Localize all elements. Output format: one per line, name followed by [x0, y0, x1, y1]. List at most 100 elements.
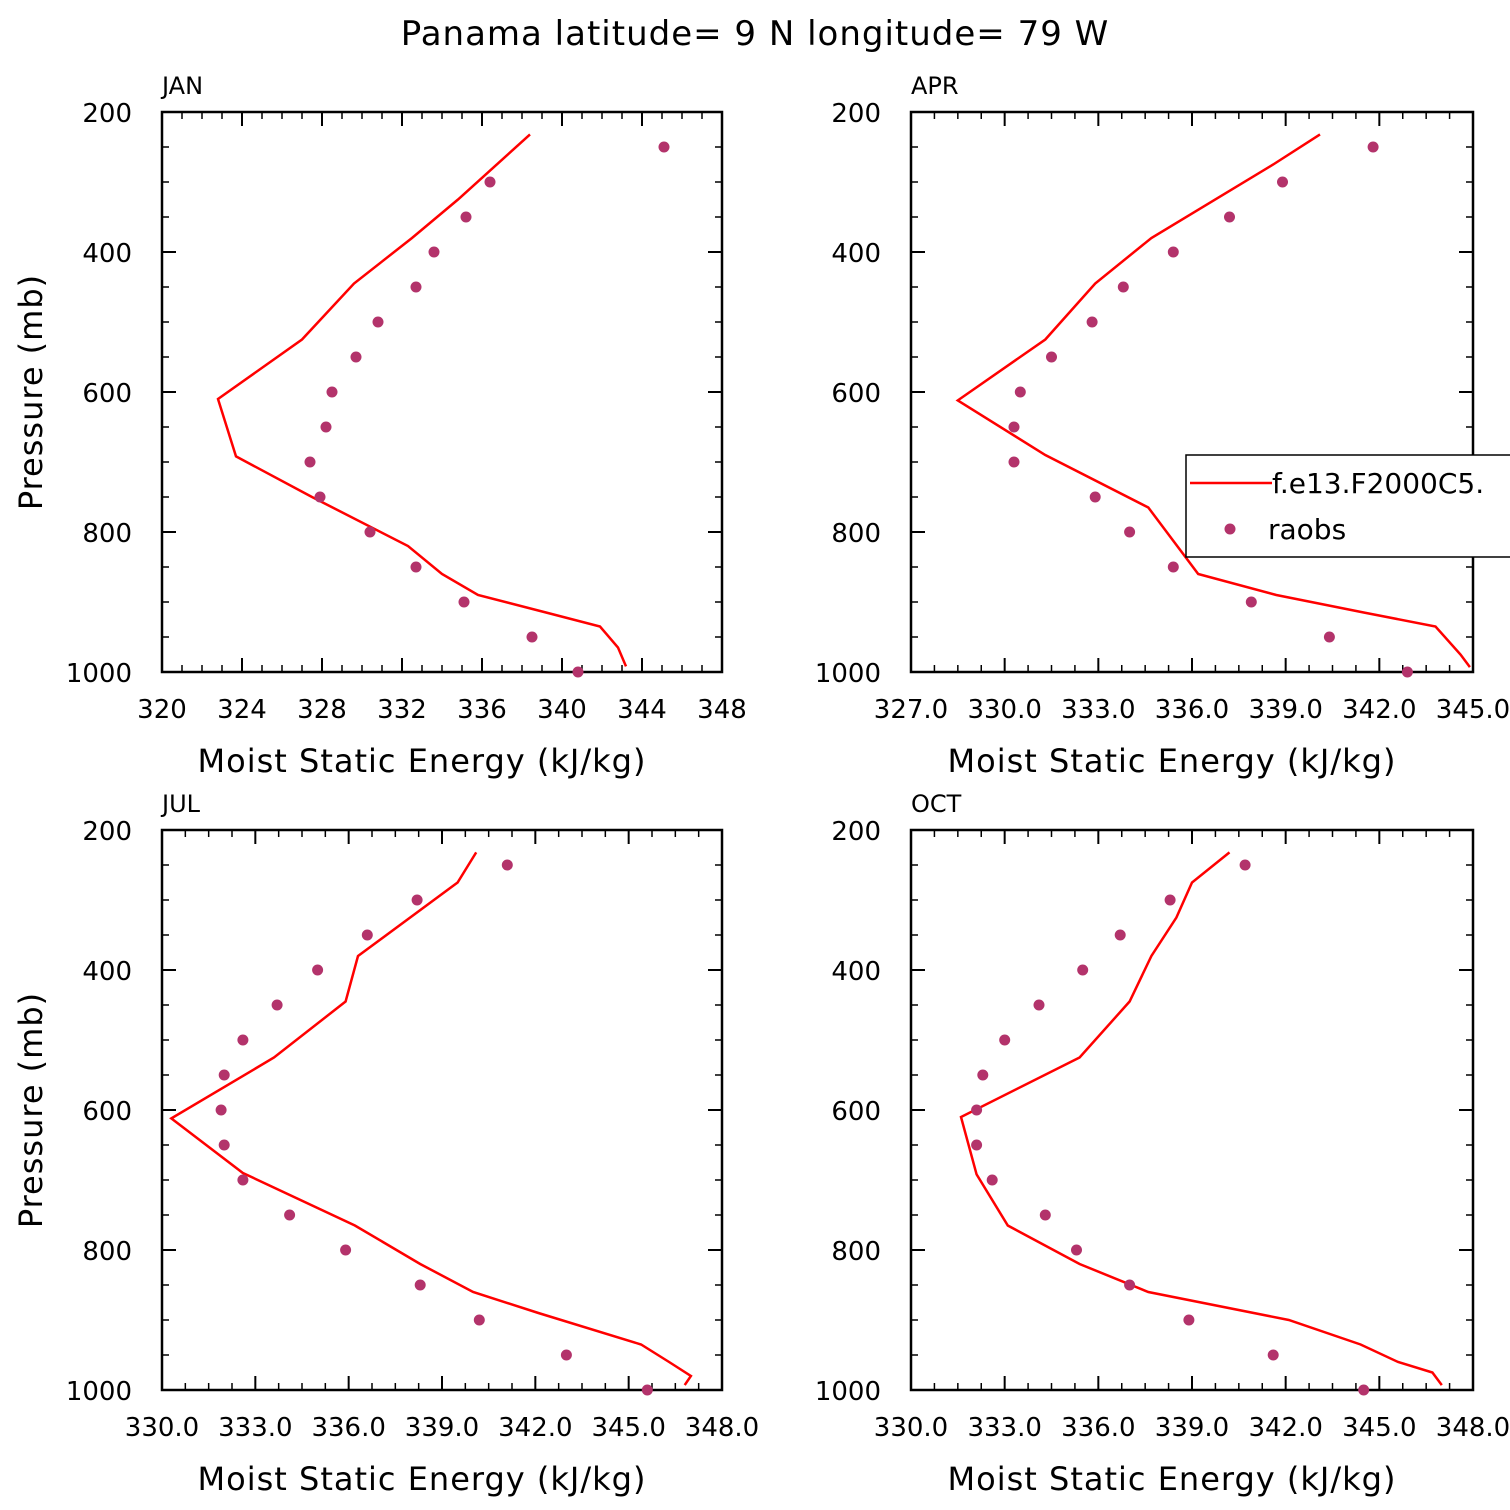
- raobs-point: [1167, 246, 1179, 258]
- x-tick-label: 345.0: [1342, 1413, 1416, 1443]
- plot-frame: [160, 110, 724, 674]
- plot-frame: [909, 828, 1475, 1392]
- raobs-point: [314, 491, 326, 503]
- raobs-point: [372, 316, 384, 328]
- x-tick-label: 339.0: [405, 1413, 479, 1443]
- raobs-point: [1367, 141, 1379, 153]
- raobs-point: [361, 929, 373, 941]
- raobs-point: [215, 1104, 227, 1116]
- x-tick-label: 348.0: [1436, 1413, 1510, 1443]
- raobs-point: [1117, 281, 1129, 293]
- raobs-point: [1086, 316, 1098, 328]
- y-tick-label: 1000: [66, 1377, 132, 1407]
- raobs-point: [1008, 456, 1020, 468]
- panels-group: 320 324 328 332 336 340 344 348 200 400 600 800 1000…: [12, 72, 1510, 1498]
- raobs-point: [473, 1314, 485, 1326]
- y-tick-label: 600: [82, 379, 132, 409]
- raobs-point: [971, 1104, 983, 1116]
- raobs-point: [428, 246, 440, 258]
- raobs-point: [641, 1384, 653, 1396]
- raobs-point: [1039, 1209, 1051, 1221]
- raobs-point: [1183, 1314, 1195, 1326]
- panel-month-label: JUL: [160, 790, 201, 818]
- x-axis-label: Moist Static Energy (kJ/kg): [948, 742, 1397, 780]
- raobs-point: [1089, 491, 1101, 503]
- raobs-point: [1323, 631, 1335, 643]
- x-tick-label: 342.0: [1342, 695, 1416, 725]
- legend-model-label: f.e13.F2000C5.: [1272, 467, 1484, 500]
- raobs-point: [658, 141, 670, 153]
- x-tick-label: 342.0: [498, 1413, 572, 1443]
- y-tick-label: 400: [82, 957, 132, 987]
- x-tick-label: 336.0: [311, 1413, 385, 1443]
- raobs-point: [1164, 894, 1176, 906]
- x-tick-label: 333.0: [218, 1413, 292, 1443]
- y-axis-label: Pressure (mb): [12, 274, 50, 510]
- y-tick-label: 400: [831, 239, 881, 269]
- panel-month-label: JAN: [160, 72, 203, 100]
- x-tick-label: 328: [297, 695, 347, 725]
- model-profile-line: [955, 133, 1471, 668]
- raobs-point: [1167, 561, 1179, 573]
- y-tick-label: 600: [82, 1097, 132, 1127]
- y-tick-label: 1000: [815, 1377, 881, 1407]
- model-profile-line: [959, 851, 1443, 1386]
- raobs-point: [1014, 386, 1026, 398]
- raobs-point: [1245, 596, 1257, 608]
- x-tick-label: 333.0: [967, 1413, 1041, 1443]
- x-tick-label: 348: [697, 695, 747, 725]
- raobs-point: [350, 351, 362, 363]
- x-tick-label: 348.0: [685, 1413, 759, 1443]
- x-tick-label: 339.0: [1155, 1413, 1229, 1443]
- plot-frame: [909, 110, 1475, 674]
- y-tick-label: 600: [831, 1097, 881, 1127]
- raobs-point: [218, 1069, 230, 1081]
- panel-month-label: APR: [911, 72, 959, 100]
- panel-month-label: OCT: [911, 790, 962, 818]
- raobs-point: [1224, 211, 1235, 223]
- raobs-point: [1401, 666, 1413, 678]
- raobs-point: [271, 999, 283, 1011]
- raobs-point: [237, 1174, 249, 1186]
- panel-jan: 320 324 328 332 336 340 344 348 200 400 600 800 1000…: [12, 72, 747, 780]
- raobs-point: [1277, 176, 1288, 188]
- legend-box: [1185, 454, 1510, 558]
- raobs-point: [999, 1034, 1011, 1046]
- raobs-point: [320, 421, 332, 433]
- raobs-point: [1267, 1349, 1279, 1361]
- raobs-point: [284, 1209, 296, 1221]
- x-axis-label: Moist Static Energy (kJ/kg): [948, 1460, 1397, 1498]
- raobs-point: [460, 211, 472, 223]
- y-tick-label: 600: [831, 379, 881, 409]
- legend-obs-label: raobs: [1268, 513, 1346, 546]
- x-tick-label: 345.0: [1436, 695, 1510, 725]
- raobs-point: [971, 1139, 983, 1151]
- raobs-point: [526, 631, 538, 643]
- x-tick-label: 330.0: [125, 1413, 199, 1443]
- raobs-point: [312, 964, 324, 976]
- y-tick-label: 800: [831, 519, 881, 549]
- raobs-point: [1008, 421, 1020, 433]
- panel-jul: 330.0 333.0 336.0 339.0 342.0 345.0 348.0 200 40…: [12, 790, 759, 1498]
- y-axis-label: Pressure (mb): [12, 992, 50, 1228]
- x-tick-label: 324: [217, 695, 267, 725]
- x-tick-label: 327.0: [874, 695, 948, 725]
- x-axis-label: Moist Static Energy (kJ/kg): [198, 1460, 647, 1498]
- panel-oct: 330.0 333.0 336.0 339.0 342.0 345.0 348.0 200 40…: [815, 790, 1510, 1498]
- raobs-point: [1124, 526, 1136, 538]
- y-tick-label: 200: [82, 817, 132, 847]
- raobs-point: [986, 1174, 998, 1186]
- raobs-point: [560, 1349, 572, 1361]
- raobs-point: [411, 894, 423, 906]
- x-tick-label: 320: [137, 695, 187, 725]
- raobs-point: [410, 561, 422, 573]
- x-tick-label: 342.0: [1248, 1413, 1322, 1443]
- raobs-point: [484, 176, 496, 188]
- y-tick-label: 800: [82, 1237, 132, 1267]
- raobs-point: [458, 596, 470, 608]
- raobs-point: [237, 1034, 249, 1046]
- raobs-point: [218, 1139, 230, 1151]
- y-tick-label: 400: [82, 239, 132, 269]
- y-tick-label: 400: [831, 957, 881, 987]
